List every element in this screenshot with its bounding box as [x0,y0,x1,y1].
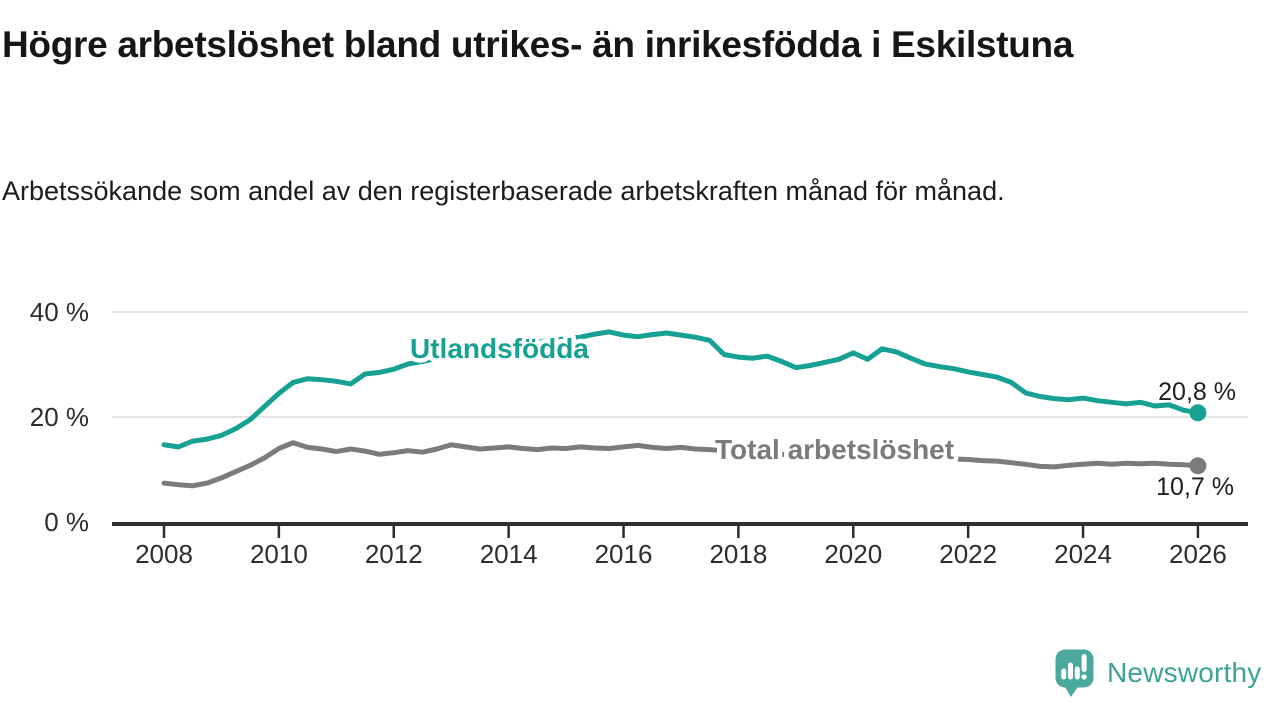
end-dot-total [1189,457,1207,475]
x-axis-tick-label: 2016 [595,539,653,569]
end-value-label-total: 10,7 % [1156,473,1234,501]
newsworthy-logo: Newsworthy [1054,648,1261,698]
x-axis-tick-label: 2020 [824,539,882,569]
x-axis-tick-label: 2026 [1169,539,1227,569]
end-dot-utlandsfodda [1189,404,1207,422]
chart-title: Högre arbetslöshet bland utrikes- än inr… [2,24,1074,65]
x-axis-tick-label: 2018 [709,539,767,569]
series-label-halo-utlandsfodda: Utlandsfödda [410,333,589,364]
end-value-label-utlandsfodda: 20,8 % [1158,378,1236,406]
x-axis-tick-label: 2012 [365,539,423,569]
x-axis-tick-label: 2010 [250,539,308,569]
line-utlandsfodda [161,329,1201,450]
newsworthy-logo-text: Newsworthy [1107,657,1262,688]
line-total-arbetsloshet [161,440,1201,489]
x-axis-tick-label: 2022 [939,539,997,569]
series-label-halo-total: Total arbetslöshet [715,434,954,465]
y-axis-tick-label: 20 % [30,402,89,432]
x-axis-tick-label: 2008 [135,539,193,569]
x-axis: 2008 2010 2012 2014 2016 2018 2020 2022 2024 2026 [112,522,1248,569]
x-axis-tick-label: 2014 [480,539,538,569]
series-label-utlandsfodda: Utlandsfödda [410,333,589,364]
grid-layer: 0 % 20 % 40 % [30,297,1248,537]
newsworthy-speech-bubble-bar-chart-icon [1055,649,1094,697]
y-axis-tick-label: 40 % [30,297,89,327]
y-axis-tick-label: 0 % [44,507,89,537]
x-axis-tick-label: 2024 [1054,539,1112,569]
series-label-total: Total arbetslöshet [715,434,954,465]
chart-subtitle: Arbetssökande som andel av den registerb… [2,176,1005,206]
